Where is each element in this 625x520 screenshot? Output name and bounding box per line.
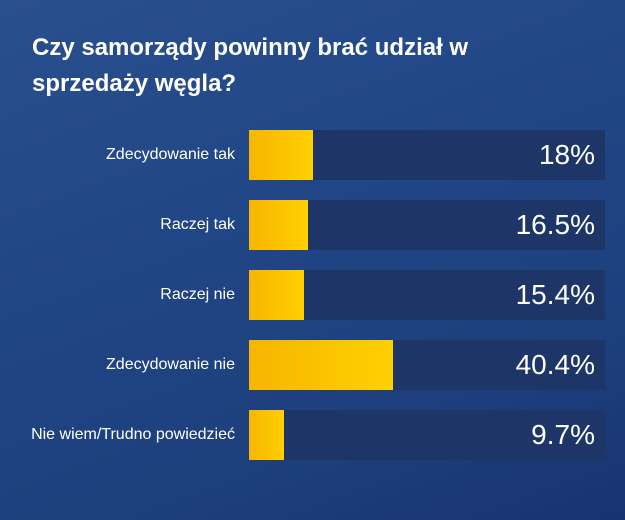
bar-value-label: 9.7% [531, 419, 595, 450]
chart-title: Czy samorządy powinny brać udział w sprz… [32, 34, 469, 97]
bar [249, 270, 304, 320]
bar-row: Raczej tak 16.5% [0, 200, 625, 250]
bar-track: 9.7% [249, 410, 605, 460]
bar-value-label: 15.4% [515, 279, 595, 310]
bar-row: Zdecydowanie nie 40.4% [0, 340, 625, 390]
bar-value-label: 18% [538, 139, 595, 170]
bar [249, 200, 308, 250]
bar-track: 40.4% [249, 340, 605, 390]
bar-row: Nie wiem/Trudno powiedzieć 9.7% [0, 410, 625, 460]
bar-track: 15.4% [249, 270, 605, 320]
bar-label: Zdecydowanie tak [106, 146, 235, 163]
bar-label: Raczej nie [160, 286, 235, 303]
bar-label: Nie wiem/Trudno powiedzieć [31, 426, 235, 443]
bar-value-label: 16.5% [515, 209, 595, 240]
bar-track: 16.5% [249, 200, 605, 250]
bar [249, 130, 314, 180]
bar-label: Zdecydowanie nie [106, 356, 235, 373]
bar-row: Zdecydowanie tak 18% [0, 130, 625, 180]
bar-track: 18% [249, 130, 605, 180]
bar-label: Raczej tak [160, 216, 235, 233]
bar-value-label: 40.4% [515, 349, 595, 380]
bar [249, 410, 284, 460]
bar-row: Raczej nie 15.4% [0, 270, 625, 320]
bar [249, 340, 393, 390]
